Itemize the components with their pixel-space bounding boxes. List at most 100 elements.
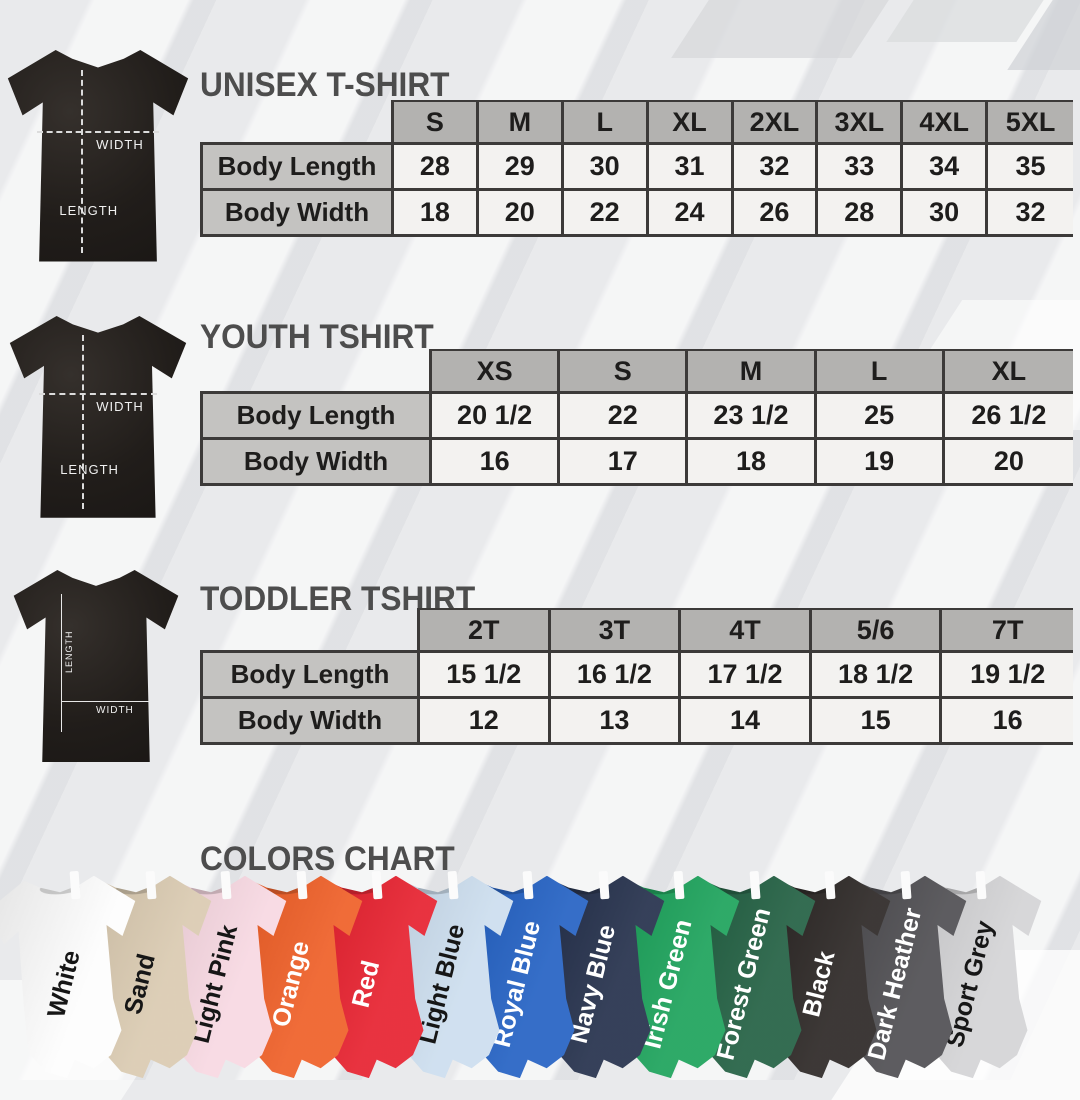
- size-column-header: XL: [944, 349, 1073, 394]
- color-shirt-white: White: [0, 870, 149, 1083]
- row-label-cell: Body Length: [200, 394, 432, 440]
- size-value-cell: 23 1/2: [688, 394, 817, 440]
- table-row: Body Length 20 1/2 22 23 1/2 25 26 1/2: [200, 394, 1073, 440]
- length-label: LENGTH: [60, 461, 119, 477]
- size-value-cell: 20: [478, 191, 564, 237]
- table-row: Body Width 12 13 14 15 16: [200, 699, 1073, 745]
- size-column-header: M: [478, 100, 564, 145]
- size-value-cell: 16: [432, 440, 561, 486]
- width-label: WIDTH: [96, 399, 144, 415]
- decor-chevron: [886, 0, 1044, 42]
- hanger-clip: [144, 870, 156, 900]
- size-value-cell: 30: [903, 191, 989, 237]
- width-dashed-line: [37, 130, 159, 133]
- hanger-clip: [673, 870, 685, 900]
- size-column-header: XS: [432, 349, 561, 394]
- size-value-cell: 22: [563, 191, 649, 237]
- size-value-cell: 33: [818, 145, 904, 191]
- size-value-cell: 35: [988, 145, 1073, 191]
- hanger-clip: [899, 870, 911, 900]
- size-column-header: L: [563, 100, 649, 145]
- size-value-cell: 34: [903, 145, 989, 191]
- size-value-cell: 24: [648, 191, 734, 237]
- youth-size-table: XS S M L XL Body Length 20 1/2 22 23 1/2 25 26 1/2…: [200, 349, 1073, 486]
- color-shirt-row: White Sand Light Pink Orange Red Light Blue Ro…: [0, 870, 1080, 1080]
- hanger-clip: [748, 870, 760, 900]
- length-arrow-line: [60, 593, 62, 733]
- length-dashed-line: [81, 69, 84, 253]
- size-value-cell: 20: [944, 440, 1073, 486]
- size-value-cell: 28: [394, 145, 479, 191]
- size-value-cell: 18: [688, 440, 817, 486]
- size-column-header: S: [394, 100, 479, 145]
- size-column-header: 4XL: [903, 100, 989, 145]
- size-value-cell: 17: [560, 440, 689, 486]
- size-column-header: 4T: [681, 608, 812, 653]
- row-label-cell: Body Length: [200, 145, 394, 191]
- hanger-clip: [824, 870, 836, 900]
- decor-chevron: [671, 0, 889, 58]
- row-label-cell: Body Length: [200, 653, 420, 699]
- row-label-cell: Body Width: [200, 440, 432, 486]
- black-tshirt-graphic: [13, 570, 179, 763]
- size-column-header: 2XL: [733, 100, 819, 145]
- size-value-cell: 16 1/2: [550, 653, 682, 699]
- size-value-cell: 15 1/2: [420, 653, 551, 699]
- size-value-cell: 16: [942, 699, 1073, 745]
- hanger-clip: [371, 870, 383, 900]
- hanger-clip: [220, 870, 232, 900]
- size-value-cell: 32: [733, 145, 819, 191]
- width-dashed-line: [38, 392, 158, 395]
- length-dashed-line: [81, 334, 84, 510]
- size-value-cell: 13: [550, 699, 682, 745]
- length-label: LENGTH: [64, 630, 75, 673]
- size-value-cell: 29: [478, 145, 564, 191]
- size-value-cell: 17 1/2: [681, 653, 812, 699]
- black-tshirt-graphic: [7, 50, 189, 262]
- hanger-clip: [446, 870, 458, 900]
- size-column-header: 2T: [420, 608, 551, 653]
- width-label: WIDTH: [96, 137, 144, 153]
- colors-chart-title: COLORS CHART: [200, 840, 455, 878]
- size-value-cell: 18 1/2: [811, 653, 943, 699]
- table-row: Body Length 28 29 30 31 32 33 34 35: [200, 145, 1073, 191]
- size-column-header: S: [560, 349, 689, 394]
- size-column-header: M: [688, 349, 817, 394]
- size-value-cell: 31: [648, 145, 734, 191]
- size-value-cell: 30: [563, 145, 649, 191]
- hanger-clip: [975, 870, 987, 900]
- size-column-header: XL: [648, 100, 734, 145]
- table-row: Body Length 15 1/2 16 1/2 17 1/2 18 1/2 19 1/…: [200, 653, 1073, 699]
- hanger-clip: [597, 870, 609, 900]
- youth-measurement-diagram: WIDTH LENGTH: [8, 316, 188, 524]
- size-value-cell: 28: [818, 191, 904, 237]
- size-value-cell: 14: [681, 699, 812, 745]
- width-label: WIDTH: [96, 704, 134, 716]
- table-row: Body Width 16 17 18 19 20: [200, 440, 1073, 486]
- toddler-measurement-diagram: LENGTH WIDTH: [12, 570, 180, 768]
- size-value-cell: 12: [420, 699, 551, 745]
- hanger-clip: [69, 870, 81, 900]
- hanger-clip: [522, 870, 534, 900]
- size-column-header: 3T: [550, 608, 682, 653]
- size-column-header: L: [816, 349, 945, 394]
- row-label-cell: Body Width: [200, 191, 394, 237]
- size-value-cell: 15: [811, 699, 943, 745]
- black-tshirt-graphic: [9, 316, 187, 518]
- row-label-cell: Body Width: [200, 699, 420, 745]
- unisex-size-table: S M L XL 2XL 3XL 4XL 5XL Body Length 28 29 30 31 32 33…: [200, 100, 1073, 237]
- width-arrow-line: [60, 700, 150, 702]
- table-corner-spacer: [200, 608, 420, 653]
- size-value-cell: 32: [988, 191, 1073, 237]
- size-column-header: 7T: [942, 608, 1073, 653]
- size-value-cell: 19 1/2: [942, 653, 1073, 699]
- toddler-size-table: 2T 3T 4T 5/6 7T Body Length 15 1/2 16 1/2 17 1/2…: [200, 608, 1073, 745]
- unisex-table-title: UNISEX T-SHIRT: [200, 66, 450, 104]
- size-value-cell: 22: [560, 394, 689, 440]
- size-value-cell: 20 1/2: [432, 394, 561, 440]
- size-value-cell: 26 1/2: [944, 394, 1073, 440]
- size-value-cell: 19: [816, 440, 945, 486]
- size-column-header: 5XL: [988, 100, 1073, 145]
- hanger-clip: [295, 870, 307, 900]
- table-corner-spacer: [200, 100, 394, 145]
